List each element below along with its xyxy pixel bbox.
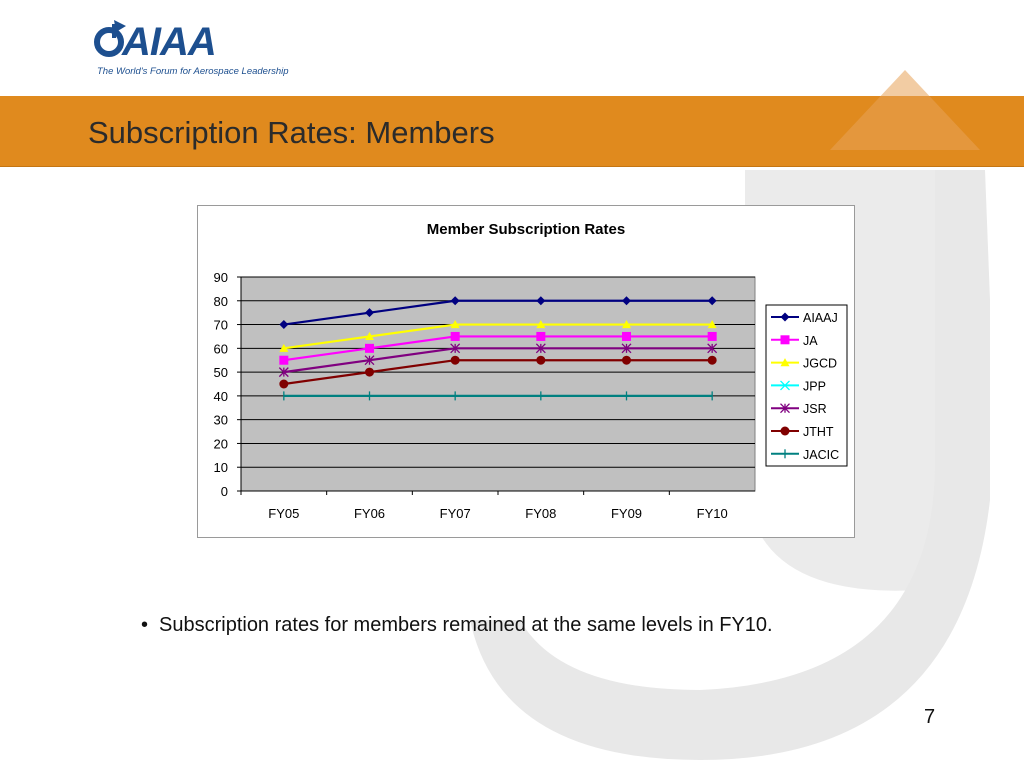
x-tick-label: FY05 [268, 506, 299, 521]
series-line-jsr [283, 347, 713, 374]
y-tick-label: 30 [214, 413, 228, 428]
data-point-jtht [450, 355, 460, 365]
legend-label-aiaaj: AIAAJ [803, 311, 838, 325]
x-tick-label: FY08 [525, 506, 556, 521]
data-point-jgcd [279, 343, 289, 352]
data-point-aiaaj [450, 296, 460, 306]
data-point-jsr [535, 343, 546, 354]
data-point-ja [365, 343, 374, 353]
data-point-ja [536, 331, 546, 341]
logo-tagline: The World's Forum for Aerospace Leadersh… [97, 66, 289, 77]
x-tick-label: FY06 [354, 506, 385, 521]
logo-emblem-icon [94, 20, 126, 57]
bullet-dot-icon: • [141, 614, 149, 636]
y-tick-label: 50 [214, 365, 228, 380]
legend-marker-jpp [780, 380, 790, 391]
y-tick-label: 40 [214, 389, 228, 404]
data-point-aiaaj [365, 308, 374, 318]
data-point-jgcd [536, 320, 546, 329]
series-line-jgcd [283, 323, 713, 350]
chart-frame: Member Subscription Rates 0 10 20 30 40 50 60 70… [197, 205, 855, 538]
data-point-ja [450, 331, 460, 341]
data-point-jtht [536, 355, 546, 365]
y-tick-label: 10 [214, 460, 228, 475]
y-tick-label: 0 [221, 484, 228, 499]
data-point-jtht [707, 355, 717, 365]
x-tick-label: FY10 [697, 506, 728, 521]
legend-marker-jsr [780, 403, 790, 414]
data-point-jgcd [365, 331, 374, 341]
series-line-jtht [283, 359, 713, 386]
data-point-jgcd [622, 320, 631, 329]
data-point-jtht [279, 379, 289, 389]
y-tick-label: 90 [214, 270, 228, 285]
series-line-aiaaj [283, 299, 713, 326]
bullet-text: Subscription rates for members remained … [159, 614, 773, 636]
series-line-ja [283, 335, 713, 362]
data-point-jsr [450, 343, 461, 354]
data-point-aiaaj [279, 320, 289, 330]
y-tick-label: 60 [214, 341, 228, 356]
x-tick-label: FY09 [611, 506, 642, 521]
data-point-ja [279, 355, 289, 365]
data-point-jsr [364, 355, 375, 366]
data-point-jgcd [450, 320, 460, 329]
legend-label-jsr: JSR [803, 402, 827, 416]
data-point-jsr [707, 343, 718, 354]
data-point-jsr [278, 367, 289, 378]
data-point-jtht [365, 367, 374, 377]
data-point-aiaaj [707, 296, 717, 306]
page-number: 7 [924, 706, 936, 728]
slide-title: Subscription Rates: Members [88, 115, 495, 150]
legend-marker-aiaaj [780, 312, 790, 322]
chart-title: Member Subscription Rates [427, 221, 625, 238]
logo-wordmark: AIAA [122, 20, 217, 64]
data-point-jsr [621, 343, 632, 354]
data-point-jgcd [707, 320, 717, 329]
legend-marker-jtht [780, 426, 790, 436]
legend-label-ja: JA [803, 334, 818, 348]
legend-label-jgcd: JGCD [803, 357, 837, 371]
legend-label-jpp: JPP [803, 379, 826, 393]
legend-marker-jgcd [780, 358, 790, 367]
legend-marker-ja [780, 335, 790, 345]
data-point-ja [707, 331, 717, 341]
aiaa-logo[interactable]: AIAA The World's Forum for Aerospace Lea… [92, 16, 289, 82]
legend-label-jacic: JACIC [803, 448, 839, 462]
bullet-item: • Subscription rates for members remained… [141, 614, 773, 637]
plot-area [240, 276, 756, 492]
legend-label-jtht: JTHT [803, 425, 834, 439]
line-chart: Member Subscription Rates 0 10 20 30 40 50 60 70… [214, 221, 848, 521]
data-point-ja [622, 331, 631, 341]
y-tick-label: 80 [214, 294, 228, 309]
data-point-aiaaj [622, 296, 631, 306]
x-tick-label: FY07 [440, 506, 471, 521]
y-tick-label: 70 [214, 318, 228, 333]
data-point-aiaaj [536, 296, 546, 306]
y-tick-label: 20 [214, 436, 228, 451]
data-point-jtht [622, 355, 631, 365]
